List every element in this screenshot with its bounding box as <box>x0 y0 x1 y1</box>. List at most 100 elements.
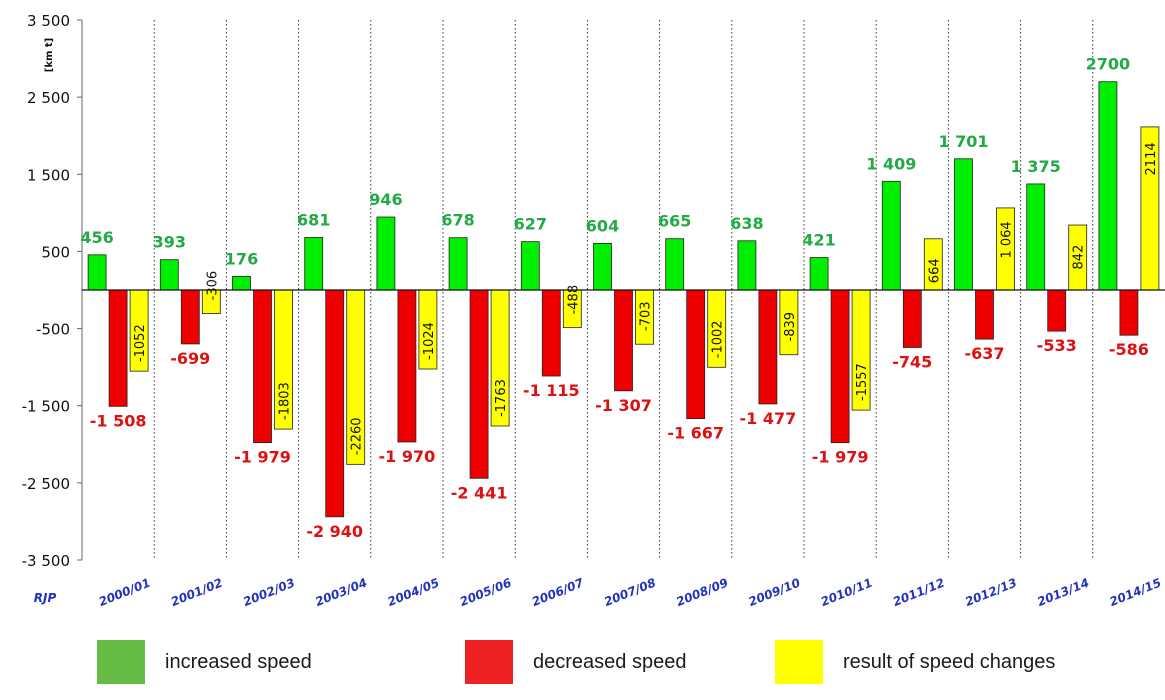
x-tick-label: 2003/04 <box>313 576 369 609</box>
data-label-decreased: -1 508 <box>90 411 147 430</box>
data-label-increased: 176 <box>225 249 258 268</box>
data-label-result: -1557 <box>855 363 870 401</box>
legend-swatch-green <box>97 640 145 684</box>
data-label-result: -1002 <box>711 320 726 358</box>
data-label-result: -1024 <box>422 322 437 360</box>
y-tick-label: 2 500 <box>27 89 70 107</box>
x-tick-label: 2005/06 <box>458 576 514 609</box>
bar-increased-speed <box>376 216 396 291</box>
data-label-decreased: -586 <box>1109 340 1149 359</box>
data-label-increased: 604 <box>586 216 619 235</box>
data-label-result: 2114 <box>1144 142 1159 175</box>
x-tick-label: 2014/15 <box>1108 576 1164 609</box>
bar-increased-speed <box>1098 81 1118 291</box>
legend-label-decreased-speed: decreased speed <box>533 650 687 673</box>
legend: increased speed decreased speed result o… <box>0 640 1165 690</box>
data-label-increased: 681 <box>297 210 330 229</box>
bar-decreased-speed <box>614 289 633 392</box>
legend-item-increased-speed: increased speed <box>97 640 312 684</box>
data-label-decreased: -2 940 <box>306 522 363 541</box>
data-label-increased: 665 <box>658 212 691 231</box>
bar-decreased-speed <box>830 289 850 444</box>
data-label-decreased: -1 979 <box>234 448 291 467</box>
data-label-decreased: -1 477 <box>740 409 797 428</box>
data-label-decreased: -1 979 <box>812 448 869 467</box>
data-label-decreased: -533 <box>1037 336 1077 355</box>
bar-increased-speed <box>665 238 685 291</box>
y-tick-label: 500 <box>41 243 70 261</box>
bar-decreased-speed <box>975 289 994 340</box>
legend-label-result-of-speed-changes: result of speed changes <box>843 650 1056 673</box>
bar-decreased-speed <box>1119 289 1139 336</box>
data-label-increased: 1 701 <box>938 132 988 151</box>
data-label-result: -1763 <box>494 379 509 417</box>
x-tick-label: 2007/08 <box>602 576 658 609</box>
x-tick-label: 2006/07 <box>530 575 586 609</box>
x-tick-label: 2010/11 <box>819 576 875 609</box>
data-label-result: -488 <box>566 285 581 315</box>
data-label-increased: 456 <box>80 228 113 247</box>
bar-decreased-speed <box>180 289 200 345</box>
y-tick-label: -2 500 <box>22 475 70 493</box>
data-label-increased: 627 <box>514 215 547 234</box>
y-tick-label: 1 500 <box>27 166 70 184</box>
bar-increased-speed <box>159 259 179 291</box>
x-tick-label: 2012/13 <box>963 576 1019 609</box>
bar-increased-speed <box>232 276 251 291</box>
data-label-increased: 2700 <box>1086 55 1131 74</box>
bar-decreased-speed <box>541 289 561 377</box>
data-label-decreased: -2 441 <box>451 483 508 502</box>
bar-increased-speed <box>881 180 901 291</box>
x-axis-label: RJP <box>34 591 57 605</box>
bar-increased-speed <box>1026 183 1046 291</box>
legend-label-increased-speed: increased speed <box>165 650 312 673</box>
x-tick-label: 2002/03 <box>241 576 297 609</box>
data-label-increased: 393 <box>153 233 186 252</box>
bar-decreased-speed <box>902 289 922 348</box>
data-label-result: 664 <box>927 258 942 283</box>
y-tick-label: 3 500 <box>27 12 70 30</box>
bar-increased-speed <box>809 257 829 291</box>
bar-increased-speed <box>304 237 324 291</box>
data-label-result: -306 <box>205 271 220 301</box>
bar-increased-speed <box>593 243 612 291</box>
bar-increased-speed <box>737 240 757 291</box>
bar-increased-speed <box>87 254 107 291</box>
bar-decreased-speed <box>108 289 128 407</box>
x-tick-label: 2011/12 <box>891 576 947 609</box>
data-label-result: 842 <box>1072 245 1087 270</box>
data-label-result: -703 <box>639 301 654 331</box>
data-label-increased: 421 <box>802 231 835 250</box>
y-tick-label: -3 500 <box>22 552 70 570</box>
bar-decreased-speed <box>325 289 345 518</box>
data-label-increased: 678 <box>441 211 474 230</box>
data-label-result: -1052 <box>133 324 148 362</box>
data-label-decreased: -1 970 <box>379 447 436 466</box>
data-label-result: -1803 <box>278 382 293 420</box>
bar-increased-speed <box>520 241 540 291</box>
data-label-result: -2260 <box>350 417 365 455</box>
bar-decreased-speed <box>758 289 778 405</box>
data-label-decreased: -1 115 <box>523 381 580 400</box>
bar-increased-speed <box>448 237 468 291</box>
x-tick-label: 2009/10 <box>747 576 803 609</box>
bar-decreased-speed <box>686 289 706 419</box>
legend-item-decreased-speed: decreased speed <box>465 640 686 684</box>
data-label-decreased: -1 667 <box>667 424 724 443</box>
data-label-increased: 638 <box>730 214 763 233</box>
x-tick-label: 2004/05 <box>386 576 442 609</box>
data-label-result: -839 <box>783 312 798 342</box>
bar-increased-speed <box>954 158 973 291</box>
x-tick-label: 2013/14 <box>1035 576 1091 609</box>
bar-decreased-speed <box>1047 289 1067 332</box>
x-tick-label: 2008/09 <box>674 576 730 609</box>
bar-decreased-speed <box>253 289 272 444</box>
legend-item-result-of-speed-changes: result of speed changes <box>775 640 1055 684</box>
y-tick-label: -1 500 <box>22 398 70 416</box>
data-label-decreased: -745 <box>892 352 932 371</box>
y-axis-label: [km t] <box>44 38 55 72</box>
data-label-increased: 1 409 <box>866 154 916 173</box>
bar-decreased-speed <box>469 289 489 479</box>
data-label-decreased: -699 <box>170 349 210 368</box>
bar-chart: 3 500 2 500 1 500 500 -500 -1 500 -2 500 -3 500… <box>22 12 1165 609</box>
